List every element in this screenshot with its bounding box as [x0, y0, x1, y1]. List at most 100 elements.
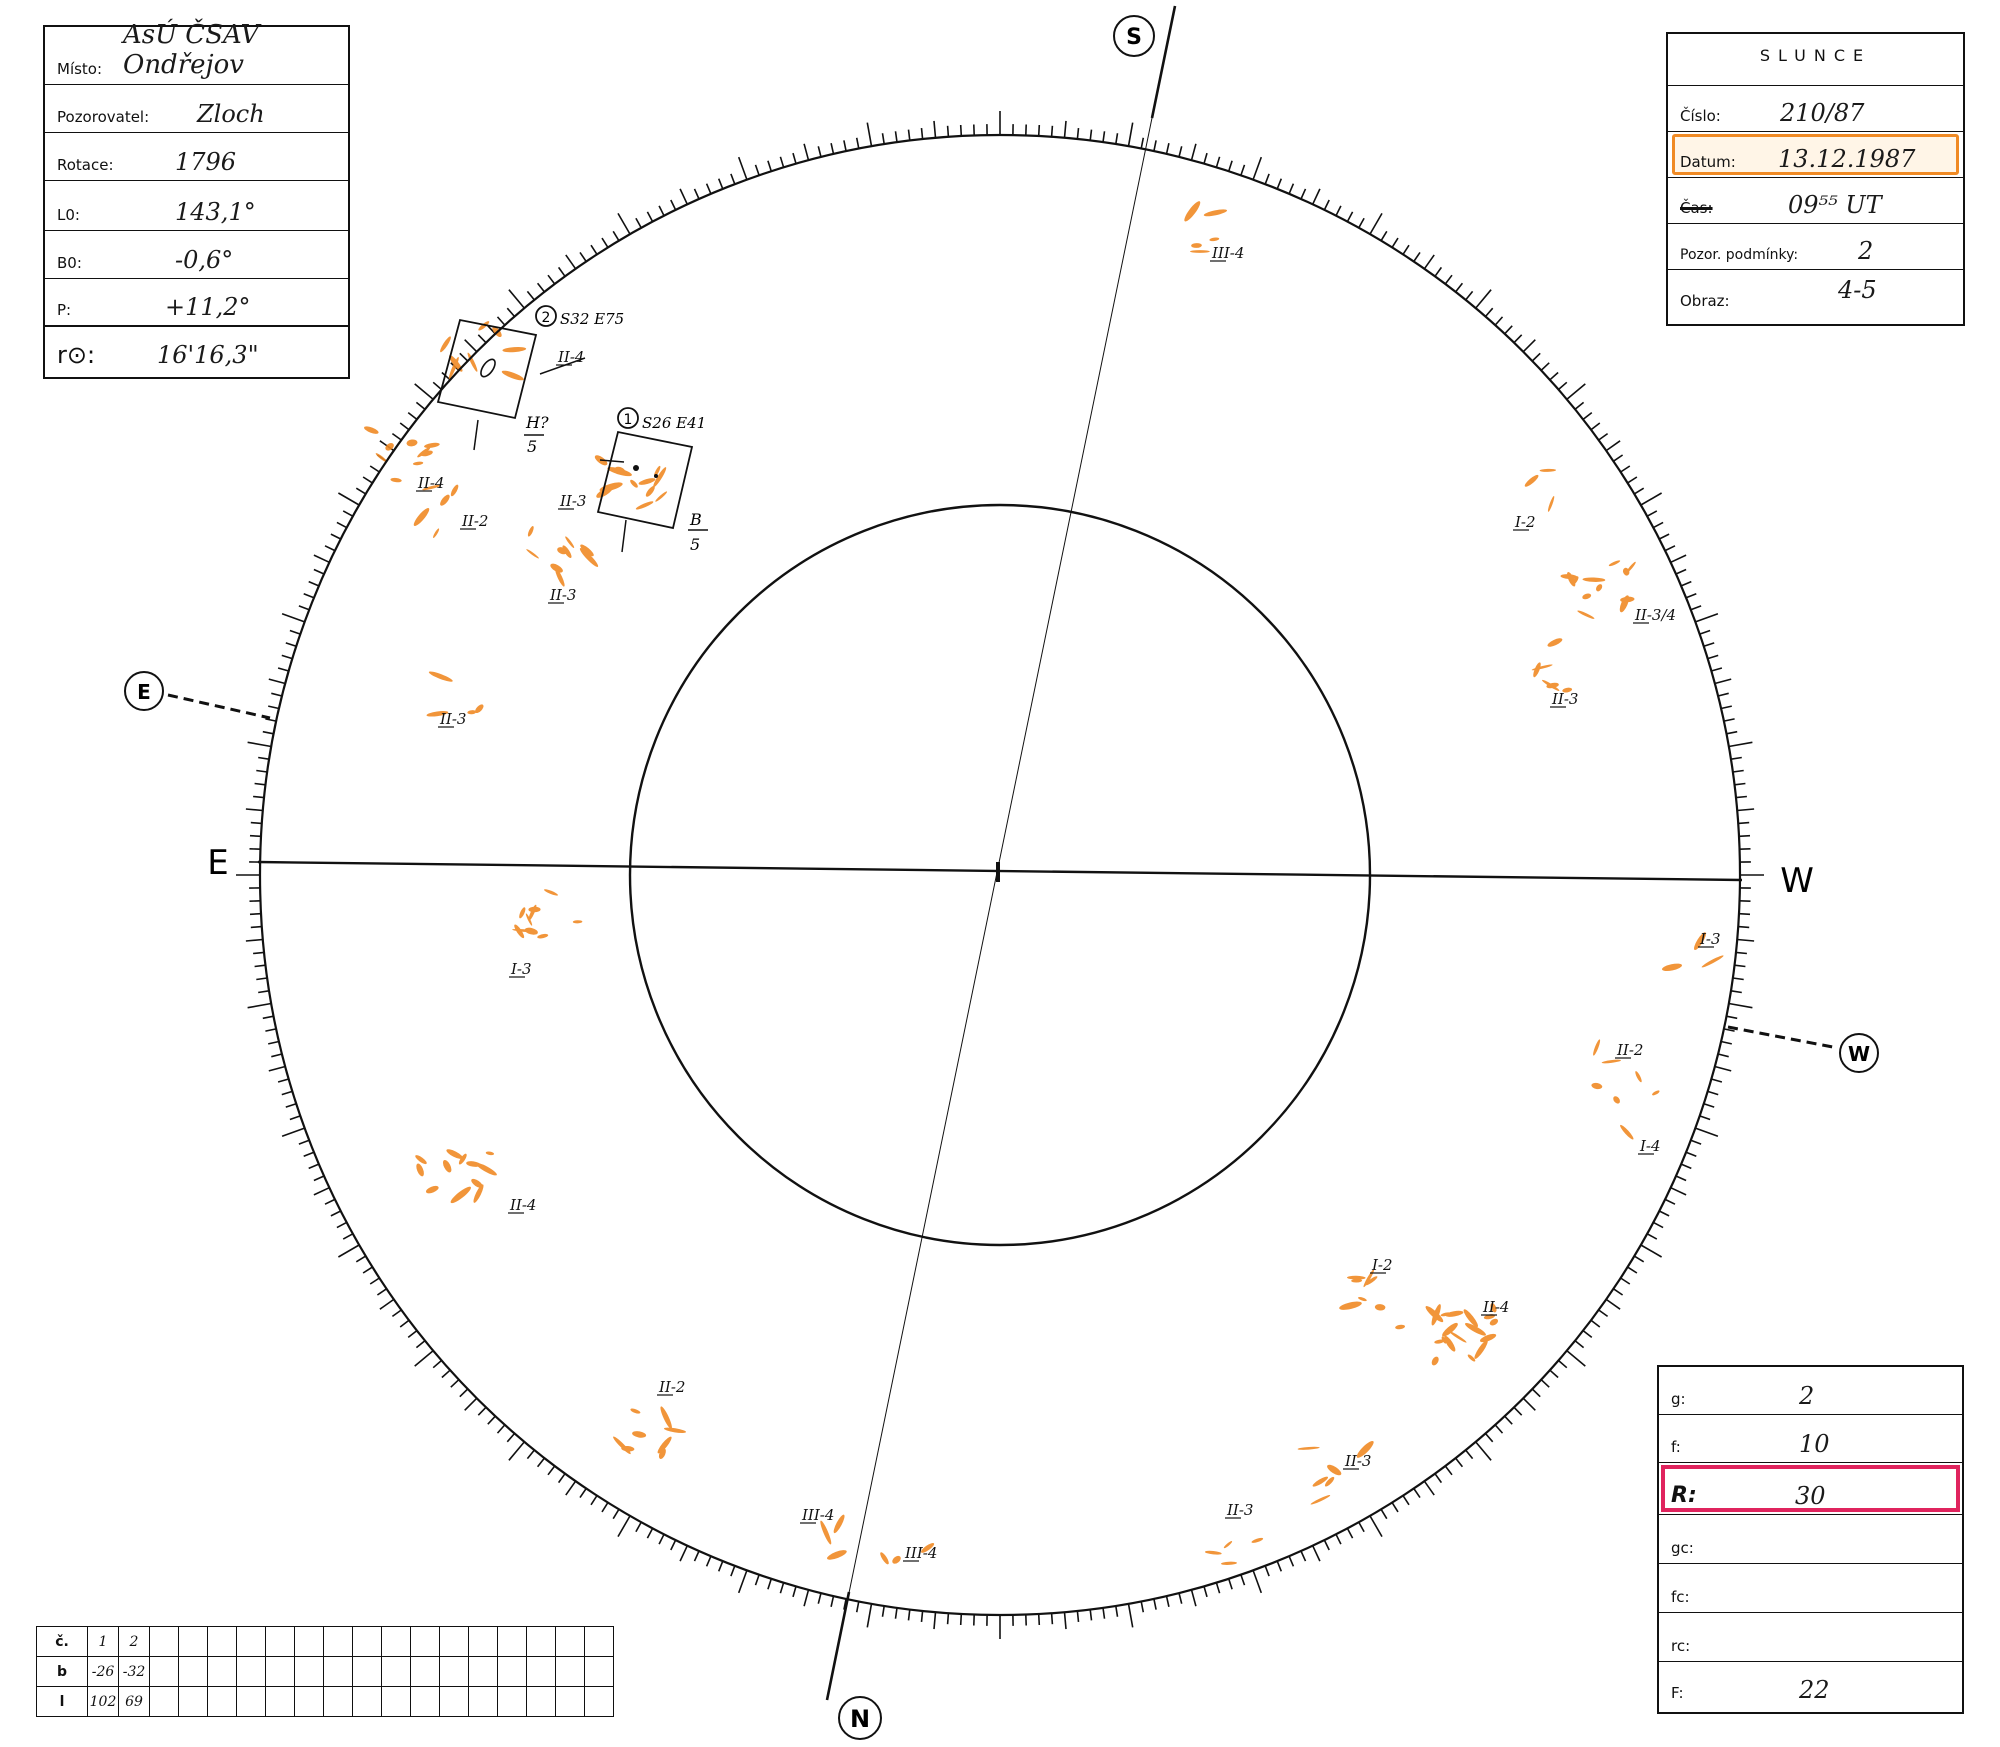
limb-tick	[506, 307, 516, 318]
limb-tick	[1699, 629, 1711, 635]
limb-tick	[1732, 769, 1744, 773]
row-p: P: +11,2°	[45, 279, 348, 327]
facula-streak	[1539, 468, 1556, 472]
radius-label: r⊙:	[57, 341, 96, 369]
row-fc: fc:	[1659, 1564, 1962, 1613]
facula-label: I-2	[1514, 513, 1536, 531]
limb-tick	[1423, 1480, 1435, 1496]
limb-tick	[907, 1609, 911, 1621]
rotace-value: 1796	[175, 148, 237, 176]
limb-tick	[612, 230, 620, 242]
limb-tick	[1653, 521, 1664, 529]
limb-tick	[268, 678, 286, 685]
rc-label: rc:	[1671, 1637, 1691, 1655]
limb-tick	[432, 1359, 443, 1369]
limb-tick	[506, 1432, 516, 1443]
limb-tick	[1582, 411, 1593, 421]
facula-streak	[1547, 638, 1563, 647]
limb-tick	[369, 465, 380, 473]
limb-tick	[817, 1592, 822, 1604]
limb-tick	[256, 769, 268, 773]
facula-streak	[1351, 1278, 1363, 1283]
limb-tick	[1264, 173, 1270, 185]
limb-tick	[249, 834, 262, 838]
limb-tick	[894, 131, 898, 143]
limb-tick	[1714, 678, 1732, 685]
limb-tick	[1288, 183, 1295, 195]
facula-streak	[467, 710, 477, 715]
limb-tick	[1380, 1508, 1388, 1520]
limb-tick	[1735, 795, 1747, 799]
facula-streak	[1595, 584, 1603, 592]
facula-streak	[1662, 963, 1682, 972]
facula-streak	[555, 568, 565, 587]
facula-streak	[449, 355, 463, 372]
facula-streak	[1445, 1310, 1464, 1317]
limb-tick	[670, 199, 677, 211]
facula-streak	[1542, 679, 1560, 691]
limb-tick	[920, 128, 924, 140]
limb-tick	[526, 1449, 535, 1460]
limb-tick	[379, 1298, 395, 1310]
limb-tick	[477, 334, 487, 344]
limb-tick	[1140, 1601, 1145, 1613]
facula-streak	[425, 1185, 439, 1194]
limb-tick	[1037, 1613, 1041, 1626]
facula-streak	[613, 1436, 631, 1455]
facula-labels: III-4 II-4 II-4 II-2 II-3 II-3 II-3 I-2 II-3/4 II…	[416, 244, 1721, 1562]
limb-tick	[843, 1598, 847, 1610]
facula-streak	[417, 447, 431, 458]
limb-tick	[336, 521, 347, 529]
cislo-value: 210/87	[1780, 99, 1865, 127]
limb-tick	[1703, 642, 1715, 648]
facula-streak	[630, 1408, 641, 1414]
limb-tick	[285, 1102, 297, 1108]
pozorovatel-label: Pozorovatel:	[57, 108, 150, 126]
limb-tick	[705, 183, 712, 195]
facula-streak	[1204, 1550, 1222, 1555]
limb-tick	[754, 1574, 760, 1586]
datum-value: 13.12.1987	[1778, 145, 1916, 173]
limb-tick	[617, 1515, 631, 1538]
facula-streak	[827, 1550, 847, 1560]
facula-streak	[1358, 1297, 1367, 1302]
facula-label: II-2	[658, 1378, 685, 1396]
facula-streak	[412, 461, 424, 466]
facula-streak	[1203, 209, 1228, 217]
group-2-count: 5	[527, 437, 537, 456]
limb-tick	[1391, 237, 1399, 248]
limb-tick	[1276, 1560, 1283, 1572]
fc-label: fc:	[1671, 1588, 1690, 1606]
sunspot-group-2	[436, 305, 586, 451]
limb-tick	[281, 612, 305, 623]
limb-tick	[247, 741, 272, 748]
row-pozorovatel: Pozorovatel: Zloch	[45, 85, 348, 133]
facula-streak	[1347, 1275, 1366, 1280]
facula-streak	[1297, 1446, 1320, 1450]
limb-tick	[1323, 199, 1330, 211]
c-1: 1	[87, 1626, 119, 1657]
facula-streak	[501, 370, 524, 381]
facula-streak	[572, 920, 583, 924]
limb-tick	[579, 1488, 587, 1499]
limb-tick	[855, 1601, 860, 1613]
limb-tick	[693, 1550, 700, 1562]
facula-streak	[1324, 1476, 1335, 1487]
facula-streak	[1365, 1276, 1378, 1286]
limb-tick	[1358, 1521, 1365, 1533]
limb-tick	[1454, 1457, 1464, 1468]
group-1-coords: S26 E41	[642, 414, 706, 432]
limb-tick	[1413, 1488, 1421, 1499]
facula-streak	[550, 563, 563, 573]
row-cas: Čas: 09⁵⁵ UT	[1668, 178, 1963, 224]
R-label: R:	[1671, 1483, 1697, 1508]
facula-streak	[1560, 574, 1578, 580]
facula-streak	[1251, 1537, 1264, 1543]
limb-tick	[1714, 1065, 1732, 1072]
facula-streak	[645, 486, 655, 497]
facula-label: II-2	[461, 512, 488, 530]
row-label-b: b	[36, 1656, 88, 1687]
table-row-l: l 102 69	[36, 1686, 614, 1717]
facula-streak	[1444, 1335, 1456, 1352]
limb-tick	[1444, 1465, 1453, 1476]
